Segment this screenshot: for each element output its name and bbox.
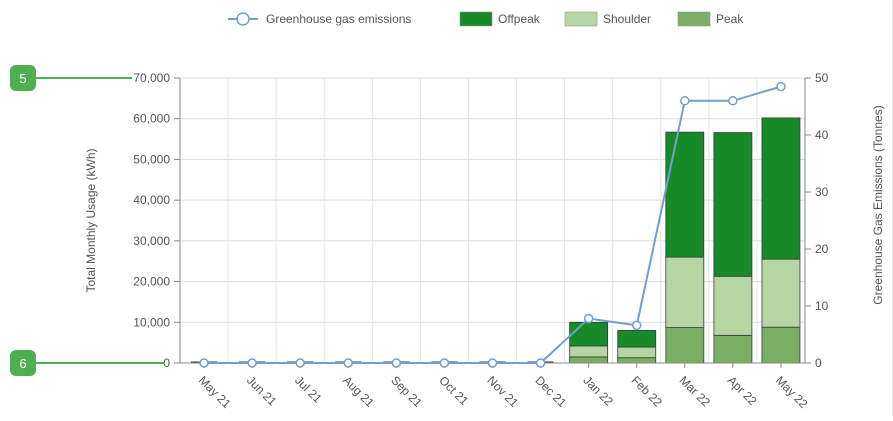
x-tick-label: Oct 21 — [436, 373, 471, 408]
y-tick-label: 50,000 — [133, 152, 170, 166]
emissions-line — [199, 81, 786, 368]
callout-badge — [10, 65, 36, 91]
x-tick-label: Feb 22 — [629, 373, 666, 410]
x-tick-label: Jul 21 — [292, 373, 325, 406]
x-tick-label: Dec 21 — [532, 373, 569, 410]
emissions-point — [343, 358, 354, 368]
x-tick-label: Nov 21 — [484, 373, 521, 410]
callout-badge — [10, 350, 36, 376]
bar-peak — [713, 334, 753, 364]
x-tick-label: Apr 22 — [725, 373, 760, 408]
x-tick-label: Mar 22 — [677, 373, 714, 410]
bar-offpeak — [617, 330, 657, 348]
y2-tick-label: 0 — [815, 356, 822, 370]
emissions-point — [631, 320, 642, 331]
legend-label: Greenhouse gas emissions — [266, 12, 411, 26]
y-tick-label: 70,000 — [133, 71, 170, 85]
y-tick-label: 10,000 — [133, 315, 170, 329]
y2-tick-label: 40 — [815, 128, 829, 142]
y2-tick-label: 20 — [815, 242, 829, 256]
x-tick-label: Sep 21 — [388, 373, 425, 410]
bar-offpeak — [569, 321, 609, 347]
callout-label: 6 — [19, 356, 26, 371]
callout-label: 5 — [19, 71, 26, 86]
y-tick-label: 30,000 — [133, 234, 170, 248]
bar-offpeak — [761, 117, 801, 260]
bar-peak — [617, 357, 657, 364]
legend-box-swatch — [564, 11, 598, 27]
emissions-point — [583, 313, 594, 324]
legend-label: Offpeak — [498, 12, 541, 26]
bar-offpeak — [713, 132, 753, 277]
bar-shoulder — [617, 346, 657, 359]
legend-line-marker — [236, 12, 250, 26]
y2-tick-label: 30 — [815, 185, 829, 199]
y2-axis-title: Greenhouse Gas Emissions (Tonnes) — [871, 105, 885, 304]
bar-peak — [569, 356, 609, 364]
emissions-point — [680, 96, 690, 106]
x-tick-label: May 22 — [773, 373, 811, 411]
bar-shoulder — [761, 258, 801, 328]
legend-label: Shoulder — [603, 12, 651, 26]
legend: Greenhouse gas emissions Offpeak Shoulder P… — [228, 11, 744, 27]
bar-shoulder — [569, 345, 609, 358]
x-tick-label: Jan 22 — [581, 373, 617, 409]
y-tick-label: 20,000 — [133, 275, 170, 289]
bar-offpeak — [665, 131, 705, 258]
emissions-point — [535, 358, 546, 368]
y-tick-label: 60,000 — [133, 112, 170, 126]
y-tick-label: 40,000 — [133, 193, 170, 207]
callouts: 56 — [10, 65, 165, 376]
emissions-point — [487, 358, 498, 368]
y-tick-label: 0 — [163, 356, 170, 370]
emissions-point — [295, 358, 305, 368]
emissions-point — [199, 358, 209, 368]
y2-tick-label: 10 — [815, 299, 829, 313]
bar-shoulder — [665, 256, 705, 328]
emissions-point — [728, 96, 738, 106]
legend-label: Peak — [716, 12, 744, 26]
x-tick-label: Aug 21 — [340, 373, 377, 410]
emissions-point — [439, 358, 450, 368]
y2-tick-label: 50 — [815, 71, 829, 85]
bar-peak — [761, 326, 801, 364]
x-tick-label: Jun 21 — [244, 373, 280, 409]
emissions-point — [776, 81, 786, 92]
emissions-point — [391, 358, 402, 368]
x-tick-label: May 21 — [196, 373, 234, 411]
legend-box-swatch — [459, 11, 493, 27]
bar-shoulder — [713, 275, 753, 336]
emissions-point — [247, 358, 257, 368]
bar-peak — [665, 327, 705, 364]
gridlines — [179, 77, 806, 364]
legend-box-swatch — [677, 11, 711, 27]
y-axis-title: Total Monthly Usage (kWh) — [84, 148, 98, 292]
